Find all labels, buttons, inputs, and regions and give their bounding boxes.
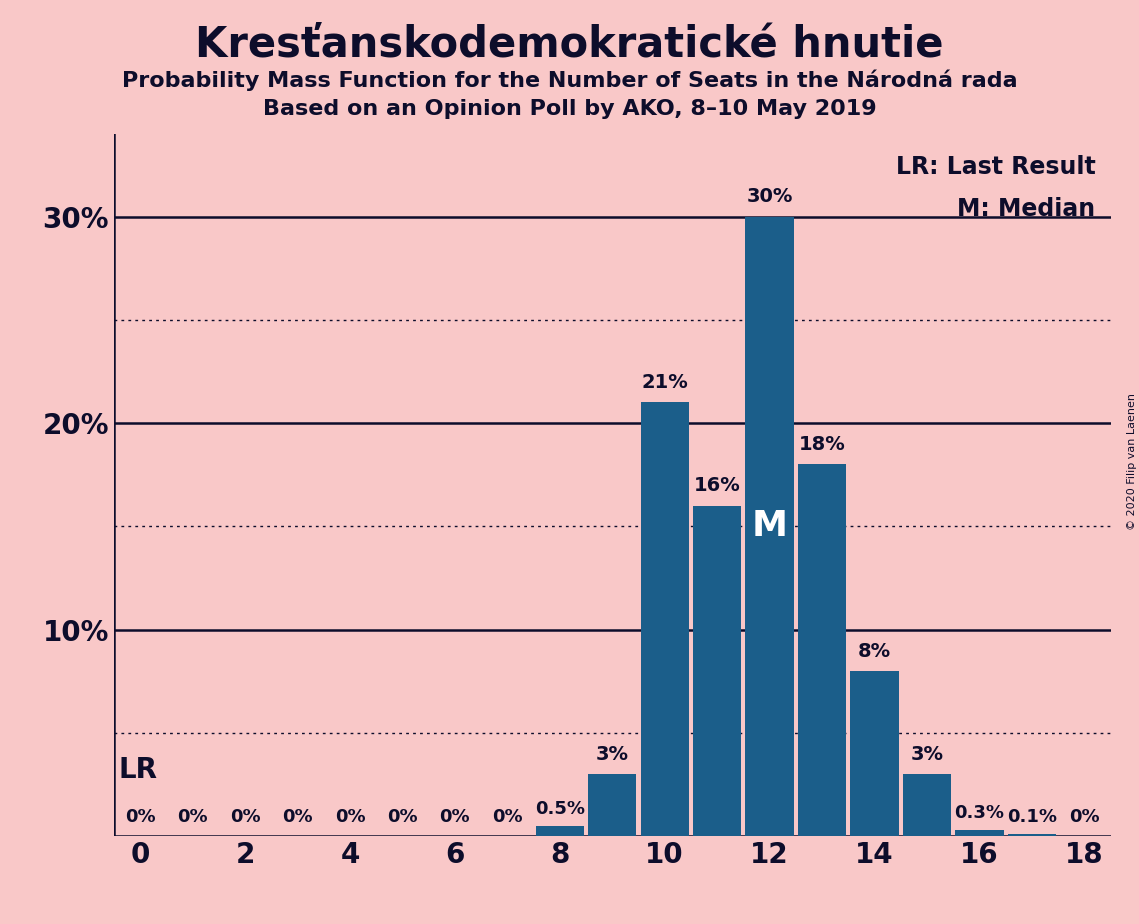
Text: 3%: 3% (910, 745, 943, 764)
Text: 16%: 16% (694, 477, 740, 495)
Bar (851, 671, 899, 836)
Text: M: Median: M: Median (958, 197, 1096, 221)
Text: 0%: 0% (440, 808, 470, 826)
Text: 0%: 0% (230, 808, 261, 826)
Text: 0.1%: 0.1% (1007, 808, 1057, 826)
Bar (588, 774, 637, 836)
Text: Kresťanskodemokratické hnutie: Kresťanskodemokratické hnutie (195, 23, 944, 65)
Text: 3%: 3% (596, 745, 629, 764)
Text: 0%: 0% (492, 808, 523, 826)
Text: 21%: 21% (641, 373, 688, 392)
Text: 0%: 0% (1070, 808, 1099, 826)
Text: © 2020 Filip van Laenen: © 2020 Filip van Laenen (1126, 394, 1137, 530)
Text: 0%: 0% (282, 808, 313, 826)
Text: 0%: 0% (125, 808, 155, 826)
Text: Probability Mass Function for the Number of Seats in the Národná rada: Probability Mass Function for the Number… (122, 69, 1017, 91)
Text: 0.3%: 0.3% (954, 804, 1005, 821)
Text: Based on an Opinion Poll by AKO, 8–10 May 2019: Based on an Opinion Poll by AKO, 8–10 Ma… (263, 99, 876, 119)
Bar (535, 826, 584, 836)
Bar (798, 465, 846, 836)
Text: 0.5%: 0.5% (534, 799, 584, 818)
Text: 0%: 0% (335, 808, 366, 826)
Bar (903, 774, 951, 836)
Text: 0%: 0% (178, 808, 208, 826)
Text: M: M (752, 509, 787, 543)
Bar (693, 505, 741, 836)
Bar (1008, 834, 1056, 836)
Text: 30%: 30% (746, 188, 793, 206)
Text: LR: LR (118, 756, 157, 784)
Bar (745, 216, 794, 836)
Text: 18%: 18% (798, 435, 845, 454)
Text: 0%: 0% (387, 808, 418, 826)
Bar (956, 830, 1003, 836)
Text: 8%: 8% (858, 641, 891, 661)
Text: LR: Last Result: LR: Last Result (896, 155, 1096, 179)
Bar (640, 403, 689, 836)
